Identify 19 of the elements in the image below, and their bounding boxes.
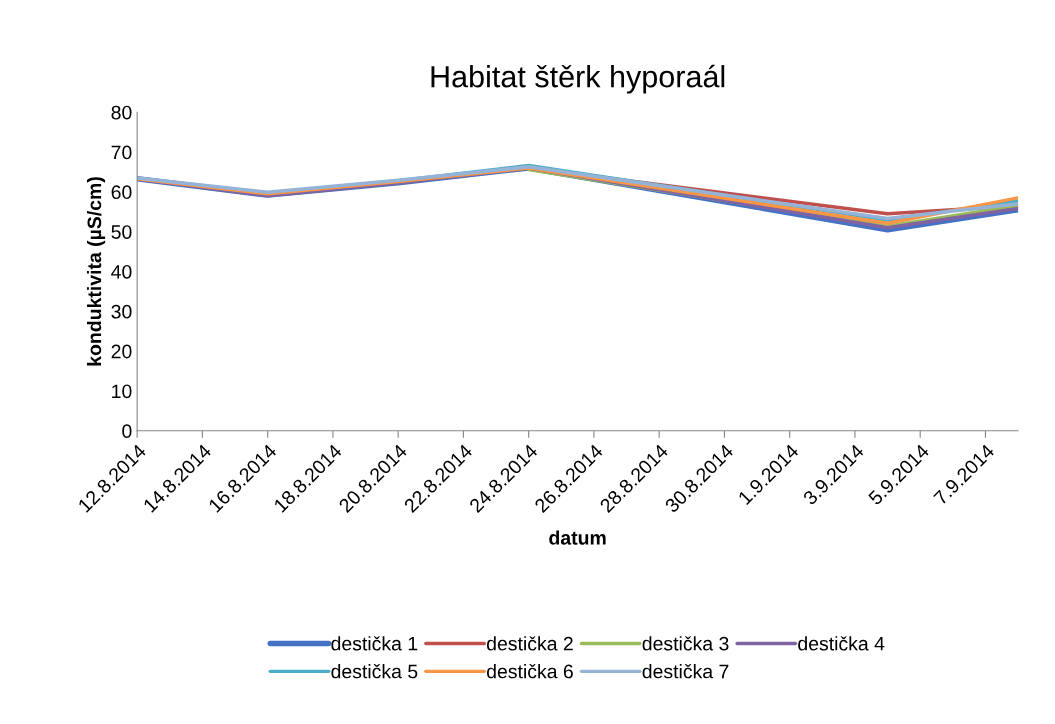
legend-label: destička 2 — [487, 636, 573, 651]
legend-label: destička 3 — [642, 636, 729, 651]
y-tick-label: 70 — [111, 145, 132, 160]
y-tick-label: 80 — [111, 105, 132, 120]
y-tick-label: 0 — [122, 424, 132, 439]
y-tick-label: 10 — [112, 384, 132, 399]
legend-label: destička 4 — [798, 636, 885, 651]
y-tick-label: 50 — [111, 225, 132, 239]
legend-label: destička 5 — [331, 664, 418, 679]
chart-title: Habitat štěrk hyporaál — [431, 64, 725, 94]
y-tick-label: 20 — [111, 344, 132, 359]
legend-label: destička 1 — [331, 636, 418, 651]
y-tick-label: 40 — [111, 264, 132, 279]
legend-label: destička 6 — [487, 664, 573, 679]
y-tick-label: 60 — [111, 185, 132, 200]
y-tick-label: 30 — [111, 304, 132, 319]
y-axis-title: konduktivita (µS/cm) — [86, 177, 106, 366]
x-axis-title: datum — [549, 530, 606, 545]
legend-label: destička 7 — [642, 664, 729, 679]
